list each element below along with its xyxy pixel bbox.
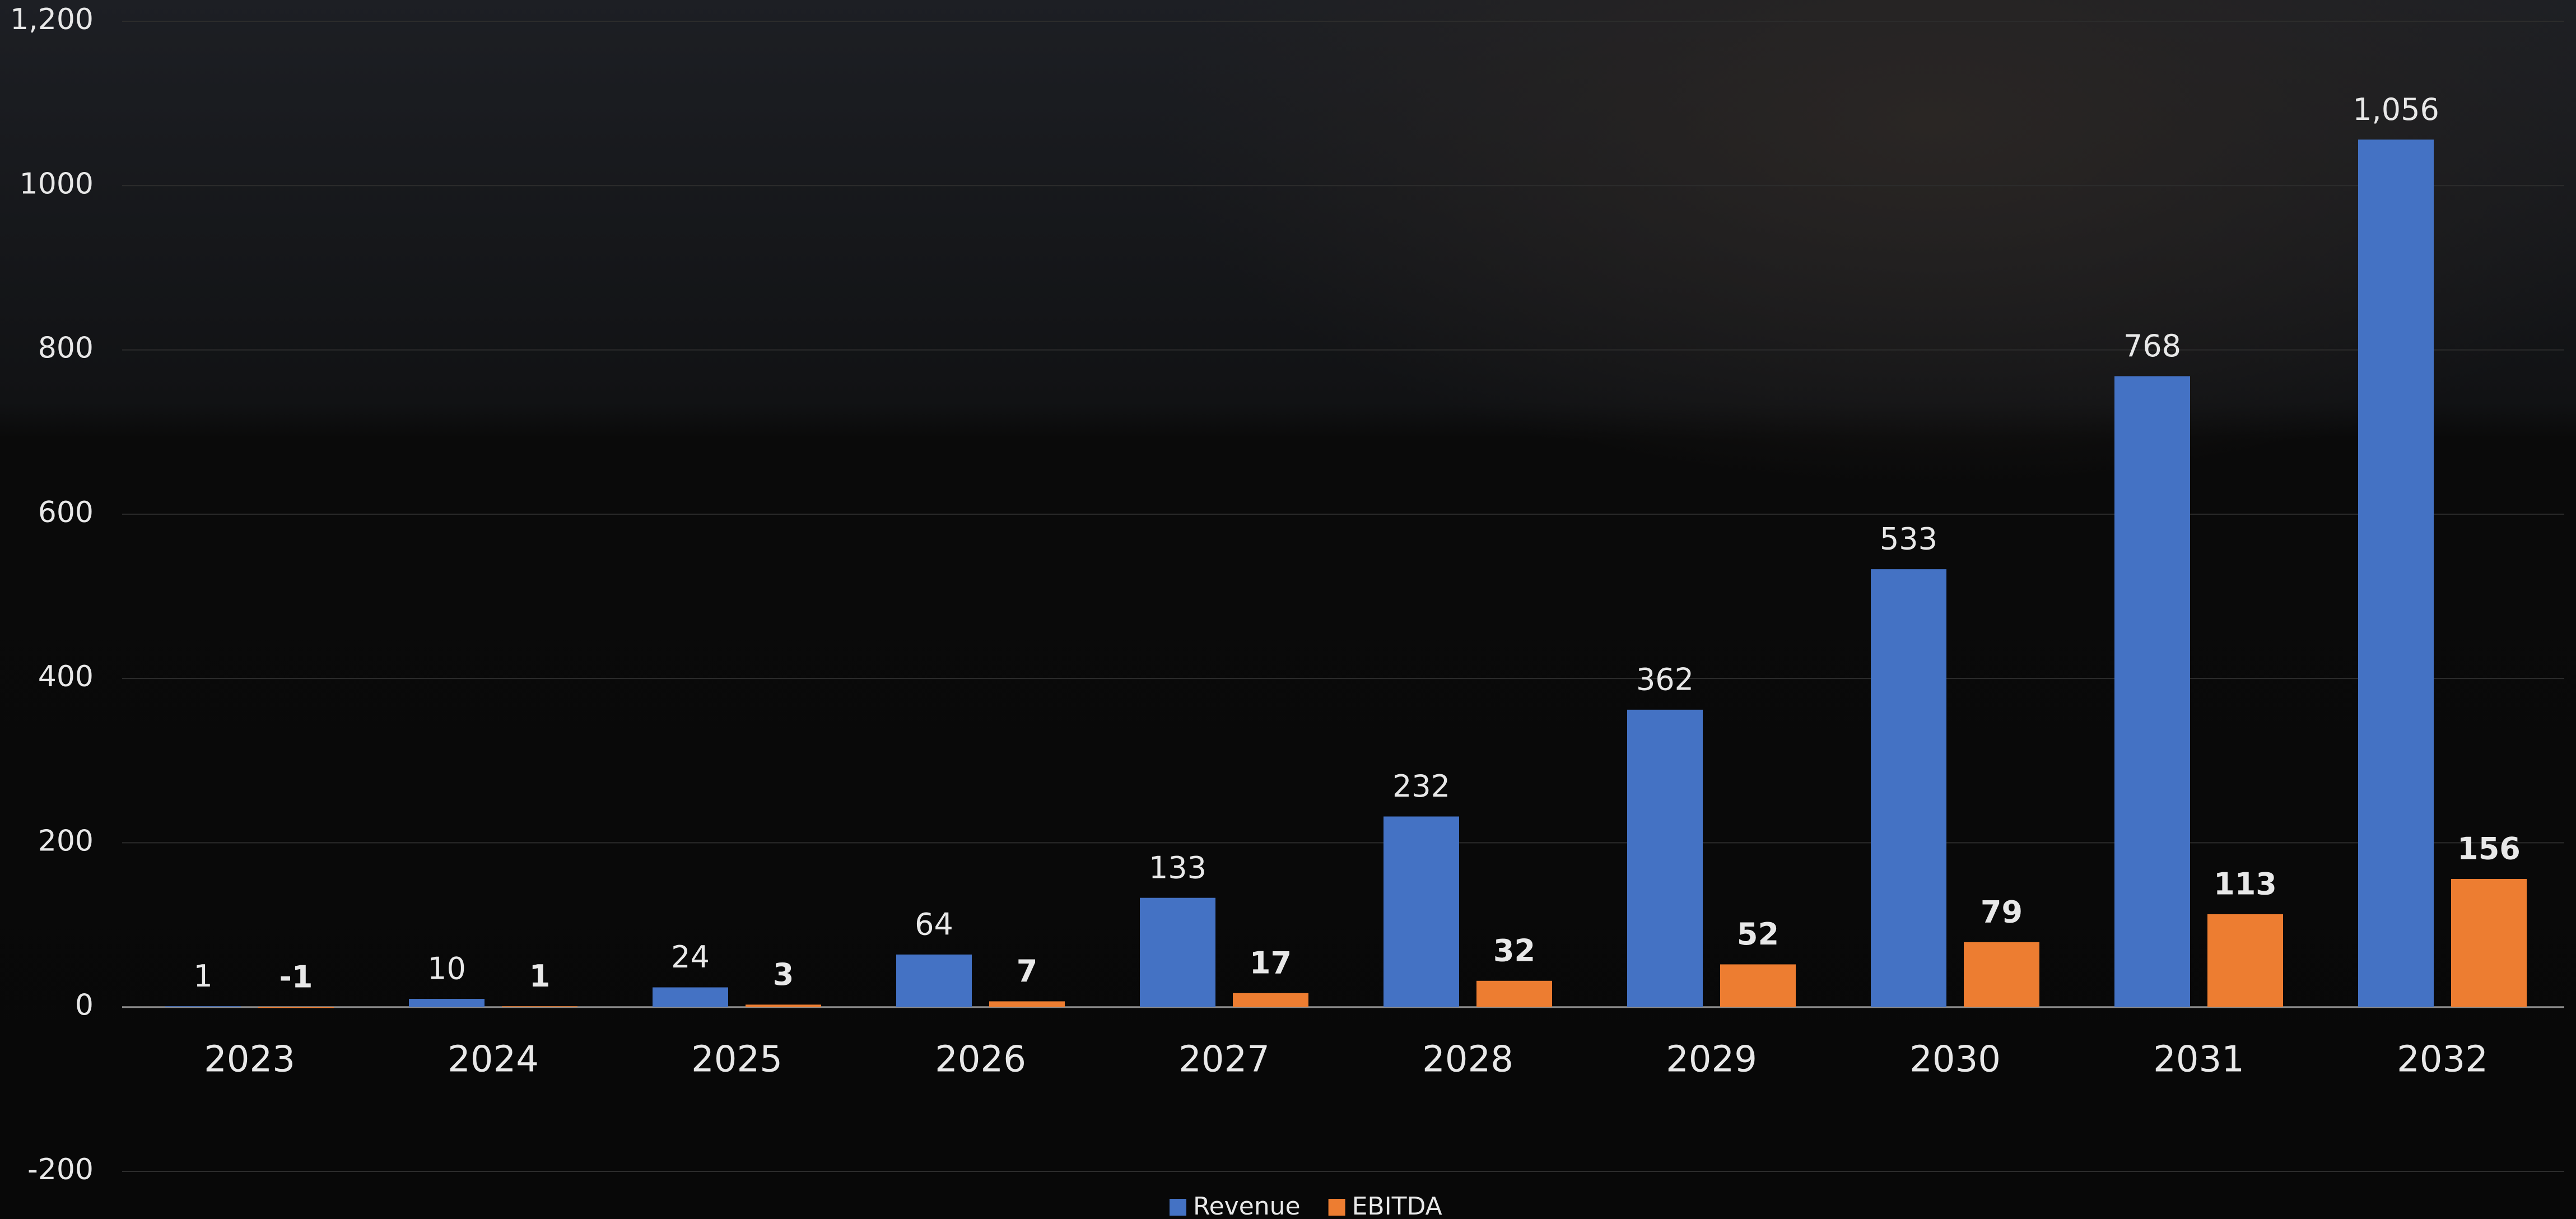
value-label: 10 [427, 951, 466, 987]
value-label: 533 [1880, 522, 1937, 557]
value-label: 232 [1392, 769, 1450, 804]
bar [989, 1001, 1065, 1007]
bar [2114, 376, 2190, 1007]
x-tick-label: 2027 [1178, 1039, 1270, 1081]
y-tick-label: 800 [38, 332, 94, 365]
x-tick-label: 2023 [204, 1039, 295, 1081]
x-tick-label: 2029 [1666, 1039, 1757, 1081]
value-label: 113 [2214, 867, 2277, 902]
bar [1140, 897, 1215, 1007]
bar [896, 954, 972, 1007]
legend-swatch [1170, 1199, 1186, 1216]
y-tick-label: 1,200 [10, 3, 94, 36]
bar [2451, 878, 2527, 1007]
bar [258, 1007, 334, 1008]
x-tick-label: 2026 [935, 1039, 1026, 1081]
value-label: 1 [529, 959, 551, 994]
bar [746, 1004, 821, 1007]
y-tick-label: 200 [38, 824, 94, 858]
bar [1871, 569, 1946, 1007]
value-label: 24 [671, 939, 710, 975]
legend-label: Revenue [1193, 1192, 1301, 1219]
bar [165, 1006, 241, 1007]
value-label: 7 [1017, 953, 1038, 989]
x-tick-label: 2028 [1422, 1039, 1513, 1081]
x-tick-label: 2031 [2153, 1039, 2244, 1081]
x-tick-label: 2025 [691, 1039, 782, 1081]
value-label: 79 [1981, 895, 2023, 930]
bar [2358, 139, 2434, 1007]
value-label: 1,056 [2353, 92, 2439, 127]
bar [653, 987, 728, 1007]
y-tick-label: 400 [38, 660, 94, 694]
y-tick-label: 1000 [20, 167, 94, 201]
bar [2207, 914, 2283, 1007]
bar [1384, 816, 1459, 1007]
x-tick-label: 2030 [1909, 1039, 2001, 1081]
bar [1233, 993, 1308, 1007]
bar [502, 1006, 577, 1007]
value-label: 768 [2123, 328, 2181, 364]
x-tick-label: 2024 [448, 1039, 539, 1081]
y-tick-label: -200 [27, 1153, 94, 1187]
value-label: -1 [280, 959, 313, 994]
bar [1720, 964, 1796, 1007]
y-tick-label: 600 [38, 496, 94, 529]
value-label: 362 [1636, 662, 1694, 697]
legend-swatch [1328, 1199, 1345, 1216]
bar [409, 999, 485, 1007]
bar [1627, 709, 1703, 1007]
value-label: 52 [1737, 916, 1779, 952]
value-label: 17 [1250, 945, 1292, 980]
value-label: 64 [915, 907, 953, 942]
value-label: 133 [1149, 850, 1207, 885]
x-tick-label: 2032 [2397, 1039, 2488, 1081]
value-label: 3 [773, 957, 794, 992]
bar [1476, 980, 1552, 1007]
legend-label: EBITDA [1352, 1192, 1442, 1219]
value-label: 1 [193, 959, 212, 994]
value-label: 32 [1493, 933, 1535, 968]
bar [1964, 942, 2039, 1007]
y-tick-label: 0 [75, 989, 94, 1022]
value-label: 156 [2457, 831, 2521, 867]
